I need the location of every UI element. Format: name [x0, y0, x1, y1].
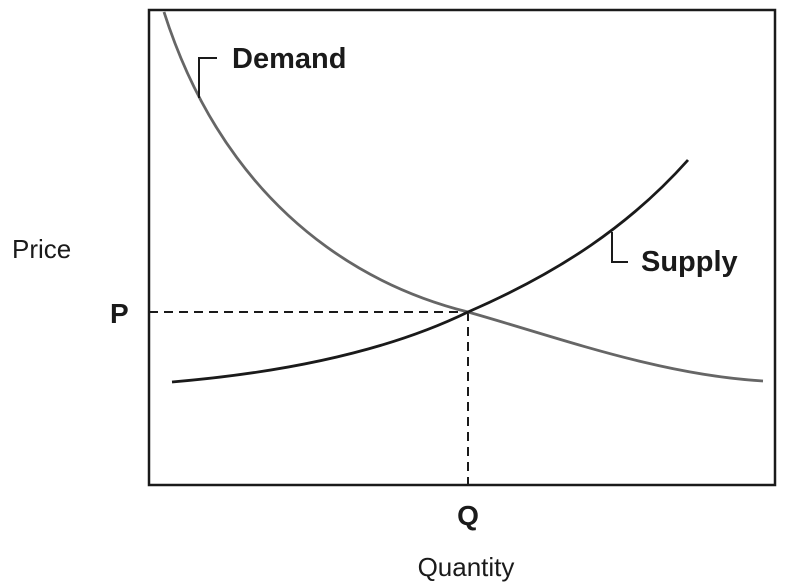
demand-curve [162, 11, 764, 383]
plot-frame [147, 8, 777, 487]
supply-curve [171, 159, 690, 384]
demand-label: Demand [232, 43, 346, 75]
y-axis-label: Price [12, 234, 71, 264]
supply-leader-line [611, 232, 628, 263]
demand-leader-line [198, 57, 217, 98]
supply-label: Supply [641, 246, 738, 278]
equilibrium-quantity-label: Q [457, 500, 479, 531]
x-axis-label: Quantity [418, 552, 515, 582]
equilibrium-price-label: P [110, 298, 129, 329]
